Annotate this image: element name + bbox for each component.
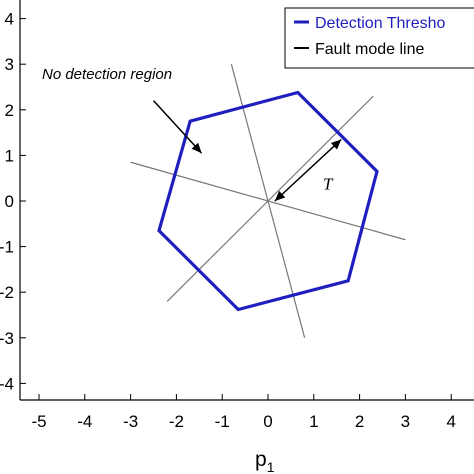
x-tick-label: -2 xyxy=(169,412,184,431)
annotation-t-arrowhead-start xyxy=(274,190,286,201)
x-tick-label: -4 xyxy=(77,412,92,431)
x-tick-label: 2 xyxy=(355,412,364,431)
x-ticks: -5 -4 -3 -2 -1 0 1 2 3 4 xyxy=(31,394,456,431)
plot-area xyxy=(19,0,474,401)
legend-box xyxy=(284,7,474,69)
y-tick-label: -4 xyxy=(0,374,14,393)
annotation-no-detection-arrow xyxy=(152,100,203,154)
x-tick-label: 3 xyxy=(401,412,410,431)
y-tick-label: 4 xyxy=(5,10,14,29)
fault-mode-lines xyxy=(130,64,406,338)
annotation-no-detection: No detection region xyxy=(42,66,203,154)
y-tick-label: 2 xyxy=(5,101,14,120)
x-tick-label: 4 xyxy=(446,412,455,431)
y-tick-label: -3 xyxy=(0,329,14,348)
y-tick-label: -2 xyxy=(0,283,14,302)
x-axis-label-subscript: 1 xyxy=(267,459,275,474)
legend: Detection Thresho Fault mode line xyxy=(284,7,474,69)
annotation-no-detection-arrowhead xyxy=(191,142,202,154)
x-axis-label: p1 xyxy=(255,448,275,474)
x-tick-label: -3 xyxy=(123,412,138,431)
x-tick-label: -5 xyxy=(31,412,46,431)
x-tick-label: 0 xyxy=(263,412,272,431)
x-tick-label: 1 xyxy=(309,412,318,431)
fault-mode-line-3 xyxy=(166,95,374,302)
annotation-t-arrow xyxy=(274,138,342,202)
y-tick-label: -1 xyxy=(0,238,14,257)
legend-label-fault: Fault mode line xyxy=(315,41,424,58)
annotation-no-detection-text: No detection region xyxy=(42,66,172,83)
legend-label-threshold: Detection Thresho xyxy=(315,15,446,32)
y-tick-label: 3 xyxy=(5,55,14,74)
y-tick-label: 1 xyxy=(5,146,14,165)
annotation-t: T xyxy=(274,138,342,202)
annotation-t-arrowhead-end xyxy=(330,139,342,150)
x-tick-label: -1 xyxy=(215,412,230,431)
annotation-t-text: T xyxy=(323,175,334,194)
detection-threshold-hexagon xyxy=(157,90,379,312)
y-tick-label: 0 xyxy=(5,192,14,211)
x-axis-label-main: p xyxy=(255,448,267,471)
y-ticks: 4 3 2 1 0 -1 -2 -3 -4 xyxy=(0,10,26,393)
